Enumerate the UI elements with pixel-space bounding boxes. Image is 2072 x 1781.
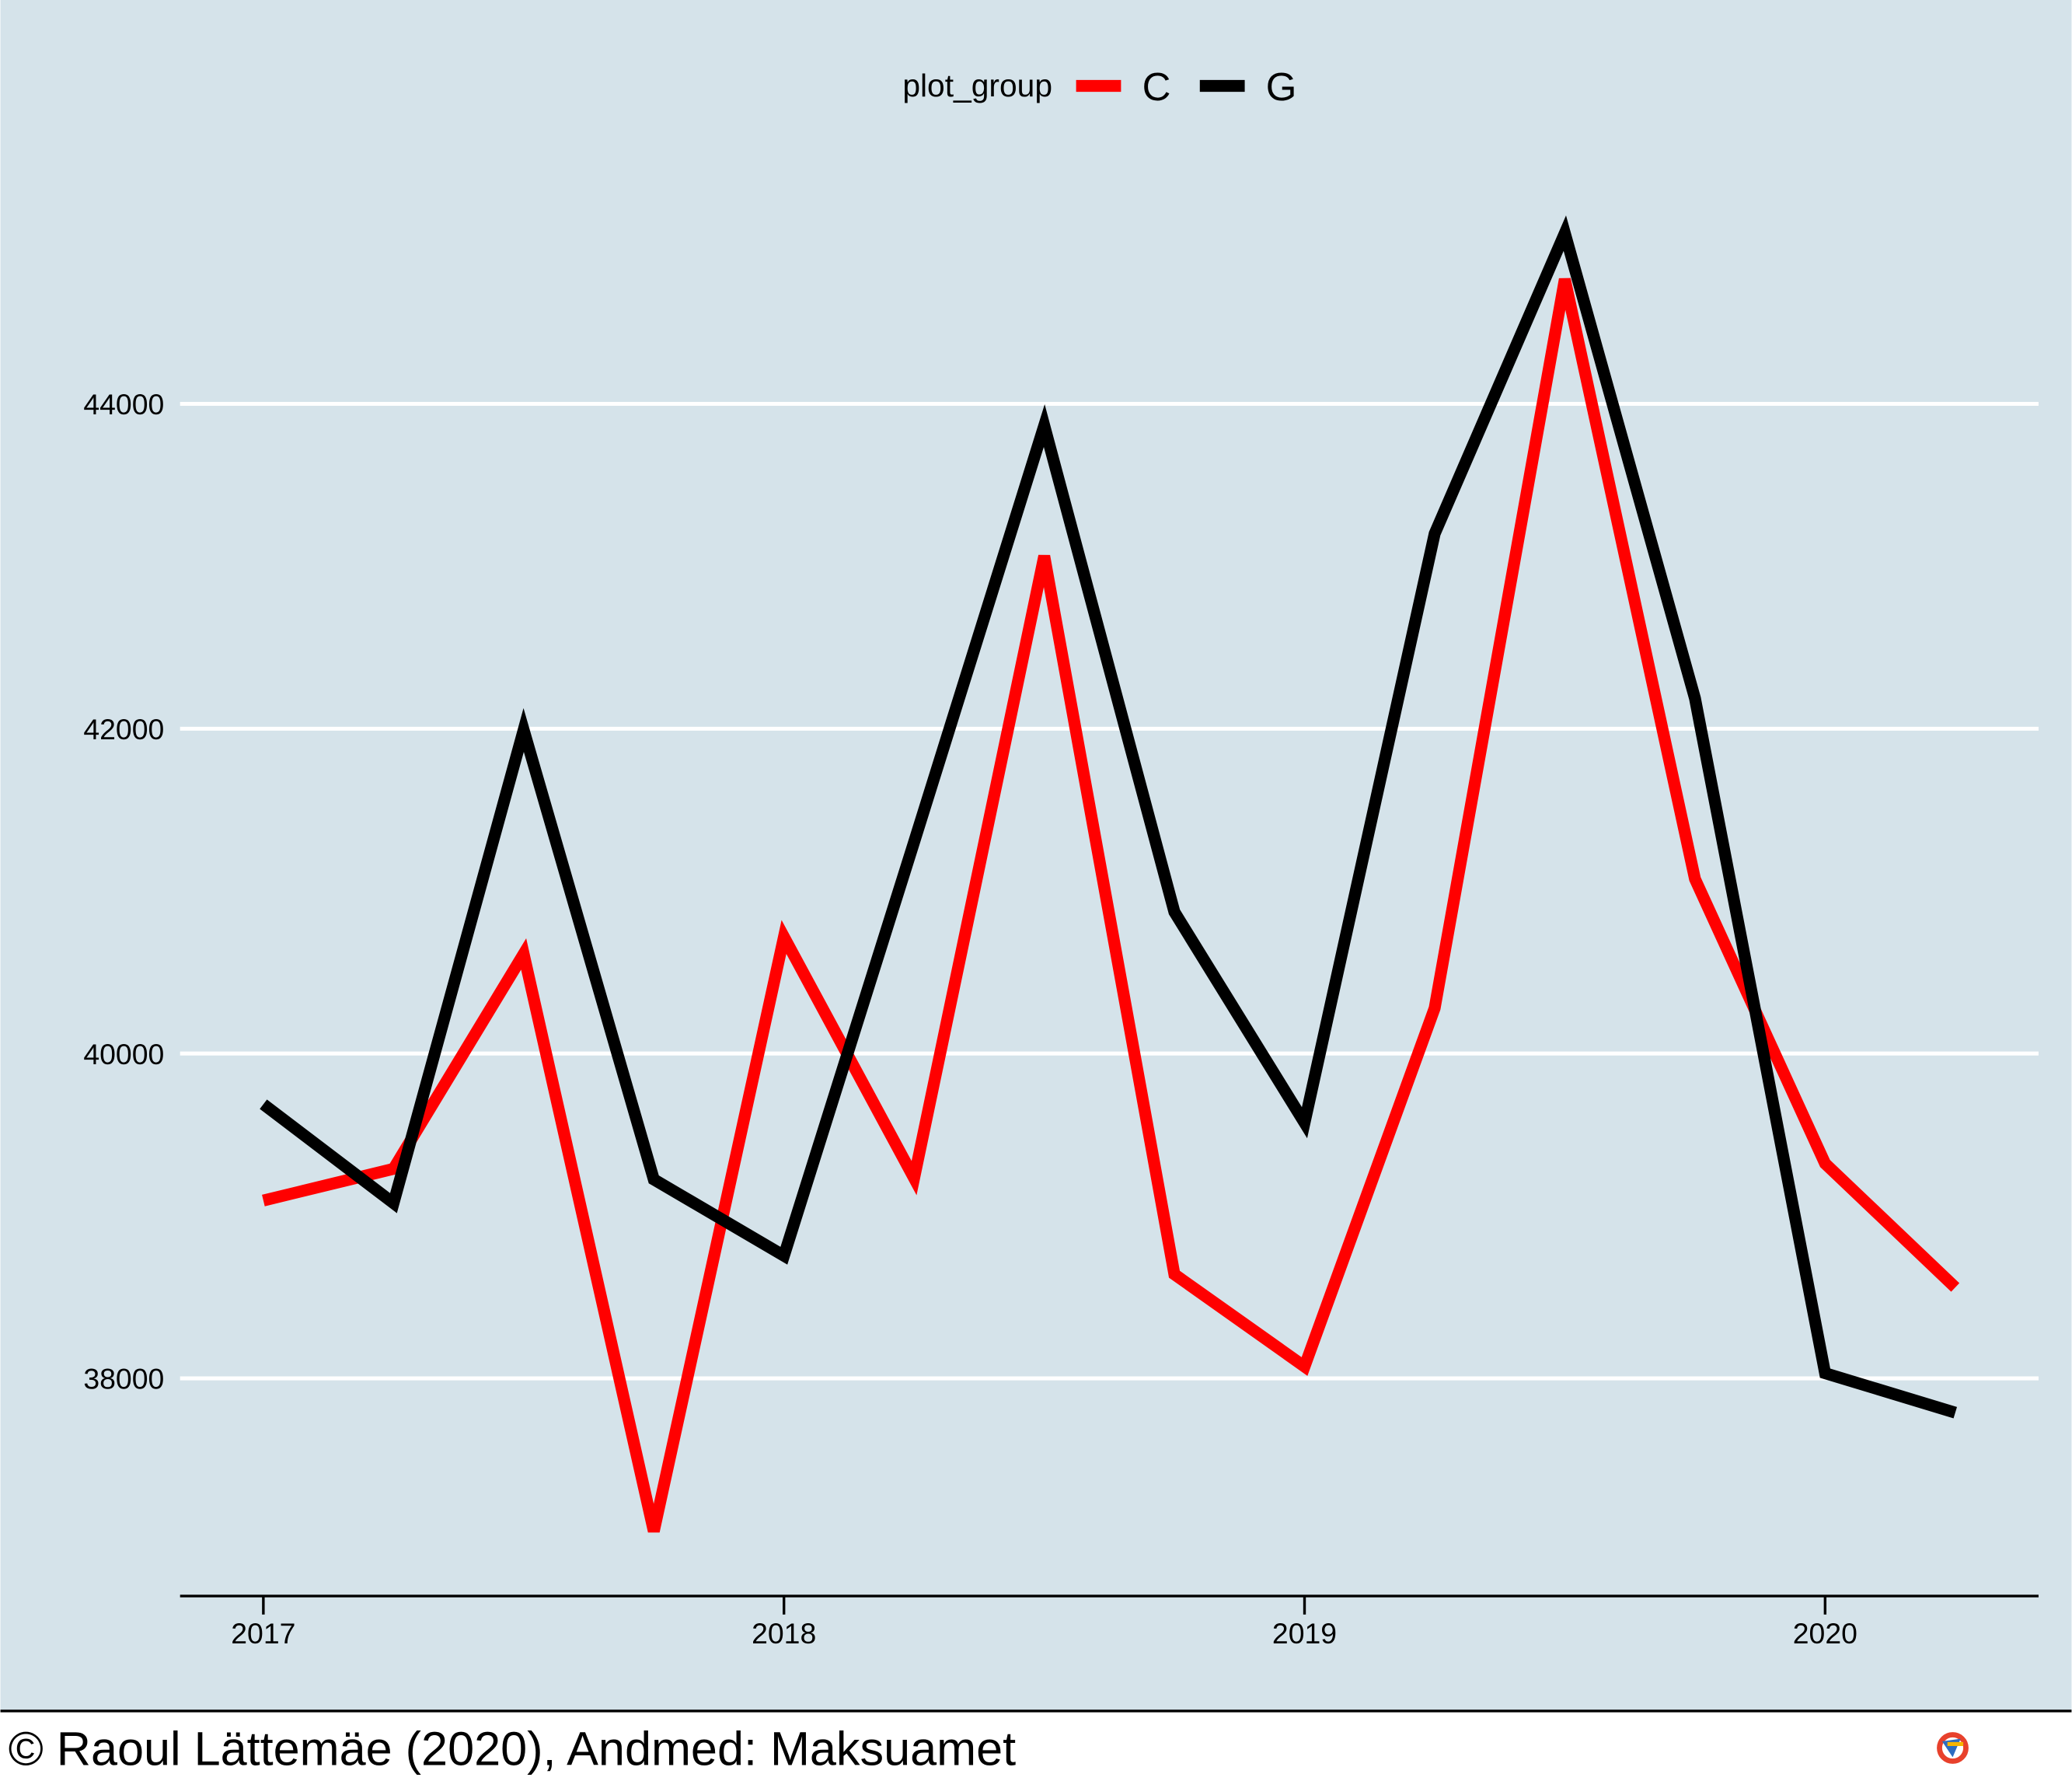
series-line bbox=[260, 215, 1958, 1419]
x-tick-label: 2020 bbox=[1793, 1617, 1857, 1650]
y-tick-label: 40000 bbox=[83, 1038, 164, 1070]
legend-label: G bbox=[1266, 65, 1297, 109]
legend-label: C bbox=[1142, 65, 1171, 109]
logo bbox=[1937, 1732, 1969, 1764]
series-line bbox=[262, 278, 1960, 1533]
y-tick-label: 42000 bbox=[83, 713, 164, 746]
y-tick-label: 38000 bbox=[83, 1363, 164, 1395]
caption: © Raoul Lättemäe (2020), Andmed: Maksuam… bbox=[9, 1723, 1016, 1776]
x-tick-label: 2018 bbox=[752, 1617, 816, 1650]
x-tick-label: 2017 bbox=[231, 1617, 295, 1650]
legend-title: plot_group bbox=[902, 68, 1052, 103]
y-tick-label: 44000 bbox=[83, 388, 164, 421]
x-tick-label: 2019 bbox=[1272, 1617, 1337, 1650]
plot-background bbox=[0, 0, 2072, 1711]
